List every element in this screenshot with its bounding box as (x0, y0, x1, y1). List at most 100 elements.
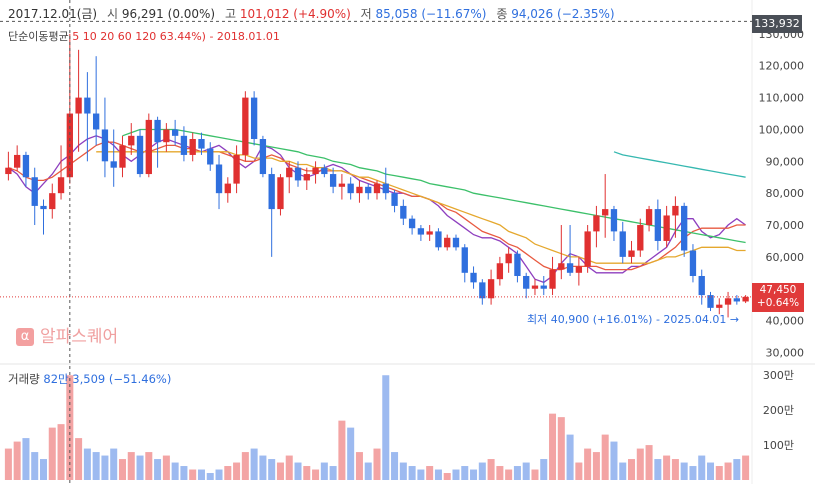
volume-axis: 100만 200만 300만 (763, 369, 794, 452)
candle-body (400, 205, 407, 219)
candle-body (610, 209, 618, 232)
price-tick-label: 120,000 (759, 60, 805, 73)
volume-bar (742, 455, 750, 480)
candle-body (417, 228, 425, 235)
candle-body (724, 298, 732, 305)
candle-body (637, 225, 644, 251)
price-tick-label: 40,000 (766, 315, 805, 328)
current-price-change: +0.64% (756, 297, 800, 309)
volume-bar (233, 462, 241, 480)
crosshair-lines (0, 0, 752, 484)
volume-bar (566, 434, 574, 480)
candle-body (5, 167, 12, 175)
volume-bar (531, 469, 539, 480)
volume-bar (154, 459, 162, 480)
candle-body (602, 209, 609, 216)
candle-body (540, 285, 547, 289)
price-tick-label: 90,000 (766, 155, 805, 168)
candle-body (435, 231, 442, 248)
volume-bar (110, 448, 118, 480)
volume-bar (487, 459, 495, 480)
info-open-label: 시 (106, 7, 118, 21)
volume-tick-label: 100만 (763, 439, 794, 452)
volume-bar (83, 448, 91, 480)
candle-body (84, 97, 91, 114)
volume-value: 82만 3,509 (−51.46%) (43, 372, 172, 386)
volume-bar (724, 462, 732, 480)
candle-body (444, 237, 451, 248)
candle-body (321, 167, 328, 175)
candle-body (180, 135, 188, 155)
candle-body (233, 154, 240, 184)
ma-legend-periods: 5 10 20 60 120 (72, 30, 157, 43)
candle-body (391, 193, 398, 206)
volume-bar (101, 455, 109, 480)
volume-bar (57, 424, 65, 480)
volume-bar (312, 469, 320, 480)
candle-body (654, 209, 662, 241)
ma-legend[interactable]: 단순이동평균 5 10 20 60 120 63.44%) - 2018.01.… (8, 28, 280, 44)
volume-bar (162, 455, 170, 480)
info-open-value: 96,291 (0.00%) (121, 7, 216, 21)
volume-bar (654, 459, 662, 480)
candle-body (681, 205, 688, 251)
candle-body (505, 253, 512, 264)
volume-bar (4, 448, 12, 480)
candle-body (347, 183, 354, 194)
candle-body (250, 97, 258, 140)
candle-body (382, 183, 389, 194)
candle-body (286, 167, 293, 178)
candle-body (523, 275, 530, 289)
volume-bar (391, 452, 399, 480)
volume-bar (689, 466, 697, 480)
candle-body (224, 183, 231, 194)
volume-bar (733, 459, 741, 480)
candle-body (31, 177, 38, 206)
volume-bar (680, 462, 688, 480)
candle-body (294, 167, 302, 181)
info-high-value: 101,012 (+4.90%) (239, 7, 351, 21)
volume-bar (628, 459, 636, 480)
candle-body (628, 250, 635, 257)
volume-bar (241, 452, 249, 480)
volume-bar (285, 455, 293, 480)
candle-body (101, 129, 109, 162)
volume-bar (92, 452, 100, 480)
candle-body (259, 139, 267, 175)
candle-body (365, 186, 372, 194)
candle-body (277, 177, 284, 210)
volume-bar (382, 375, 390, 480)
candle-body (531, 285, 539, 289)
ma-line-60 (122, 128, 746, 244)
volume-bar (276, 462, 284, 480)
lowest-price-annotation: 최저 40,900 (+16.01%) - 2025.04.01 → (527, 313, 740, 326)
candle-body (487, 279, 495, 299)
candle-body (268, 174, 275, 210)
price-tick-label: 110,000 (759, 92, 805, 105)
candle-body (461, 247, 468, 273)
candle-body (171, 129, 179, 136)
volume-bar (540, 459, 548, 480)
volume-bar (610, 441, 618, 480)
volume-bar (601, 434, 609, 480)
volume-bar (347, 427, 355, 480)
candle-body (496, 263, 504, 280)
volume-bar (513, 466, 521, 480)
volume-bar (259, 455, 267, 480)
volume-bar (180, 466, 188, 480)
volume-label: 거래량 (8, 372, 40, 386)
candle-body (329, 174, 337, 187)
candle-body (207, 148, 214, 165)
candle-body (742, 296, 749, 302)
volume-bar (268, 459, 276, 480)
candle-body (14, 154, 21, 168)
candle-body (558, 263, 565, 270)
crosshair-price-tag: 133,932 (752, 15, 802, 33)
price-tick-label: 60,000 (766, 251, 805, 264)
volume-bar (338, 420, 346, 480)
candle-body (303, 174, 310, 181)
candle-body (198, 139, 205, 149)
volume-bars (4, 375, 750, 480)
